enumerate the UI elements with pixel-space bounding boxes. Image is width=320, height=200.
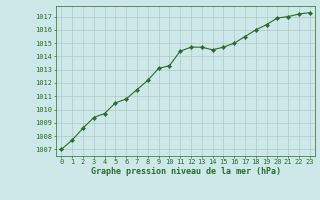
X-axis label: Graphe pression niveau de la mer (hPa): Graphe pression niveau de la mer (hPa) bbox=[91, 167, 281, 176]
